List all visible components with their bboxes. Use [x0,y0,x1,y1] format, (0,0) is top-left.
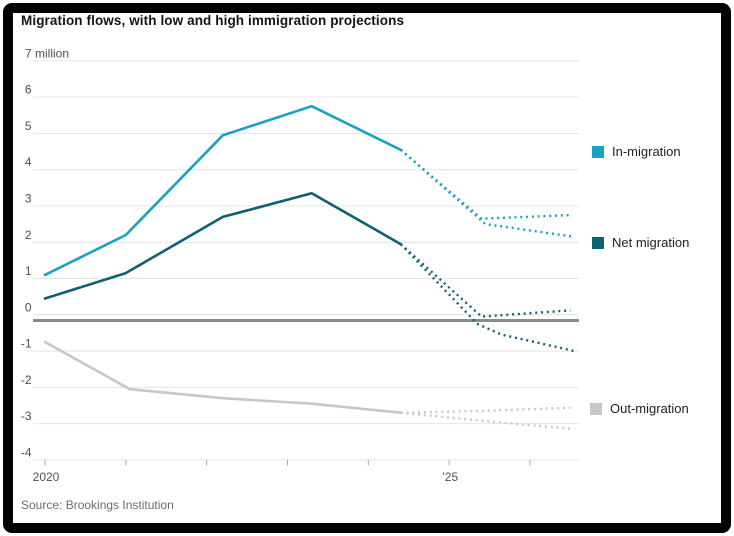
y-axis-tick-label: 5 [25,119,32,133]
y-axis-tick-label: 1 [25,264,32,278]
in-migration-solid-line [43,104,403,277]
in-migration-projection-low-line [399,148,575,238]
chart-title: Migration flows, with low and high immig… [21,13,405,28]
y-axis-tick-label: 3 [25,191,32,205]
y-axis-tick-label: -1 [21,337,32,351]
out-migration-projection-low-line [400,411,575,431]
x-axis-tick-label: ’25 [442,470,458,484]
x-axis-tick-label: 2020 [33,470,60,484]
legend-item-out-migration: Out-migration [590,401,689,416]
out-migration-projection-high-line [400,406,571,414]
source-attribution: Source: Brookings Institution [21,498,174,512]
in-migration-swatch [592,145,604,158]
y-axis-tick-label: -3 [21,409,32,423]
legend-label-in-migration: In-migration [612,144,681,159]
legend-label-net-migration: Net migration [612,235,690,250]
y-axis-tick-label: -4 [21,445,32,459]
net-migration-projection-low-line [399,243,575,353]
y-axis-tick-label: 0 [25,300,32,314]
y-axis-tick-label: 4 [25,155,32,169]
y-axis-tick-label: 2 [25,228,32,242]
out-migration-solid-line [43,340,403,415]
net-migration-projection-high-line [399,243,571,318]
y-axis-tick-label: -2 [21,373,32,387]
legend-label-out-migration: Out-migration [610,401,689,416]
legend-item-net-migration: Net migration [592,235,689,250]
net-migration-solid-line [43,192,403,300]
y-axis-tick-label: 7 million [25,46,69,60]
y-axis-tick-label: 6 [25,83,32,97]
in-migration-projection-high-line [399,148,571,220]
out-migration-swatch [590,402,602,415]
net-migration-swatch [592,236,604,249]
legend-item-in-migration: In-migration [592,144,681,159]
